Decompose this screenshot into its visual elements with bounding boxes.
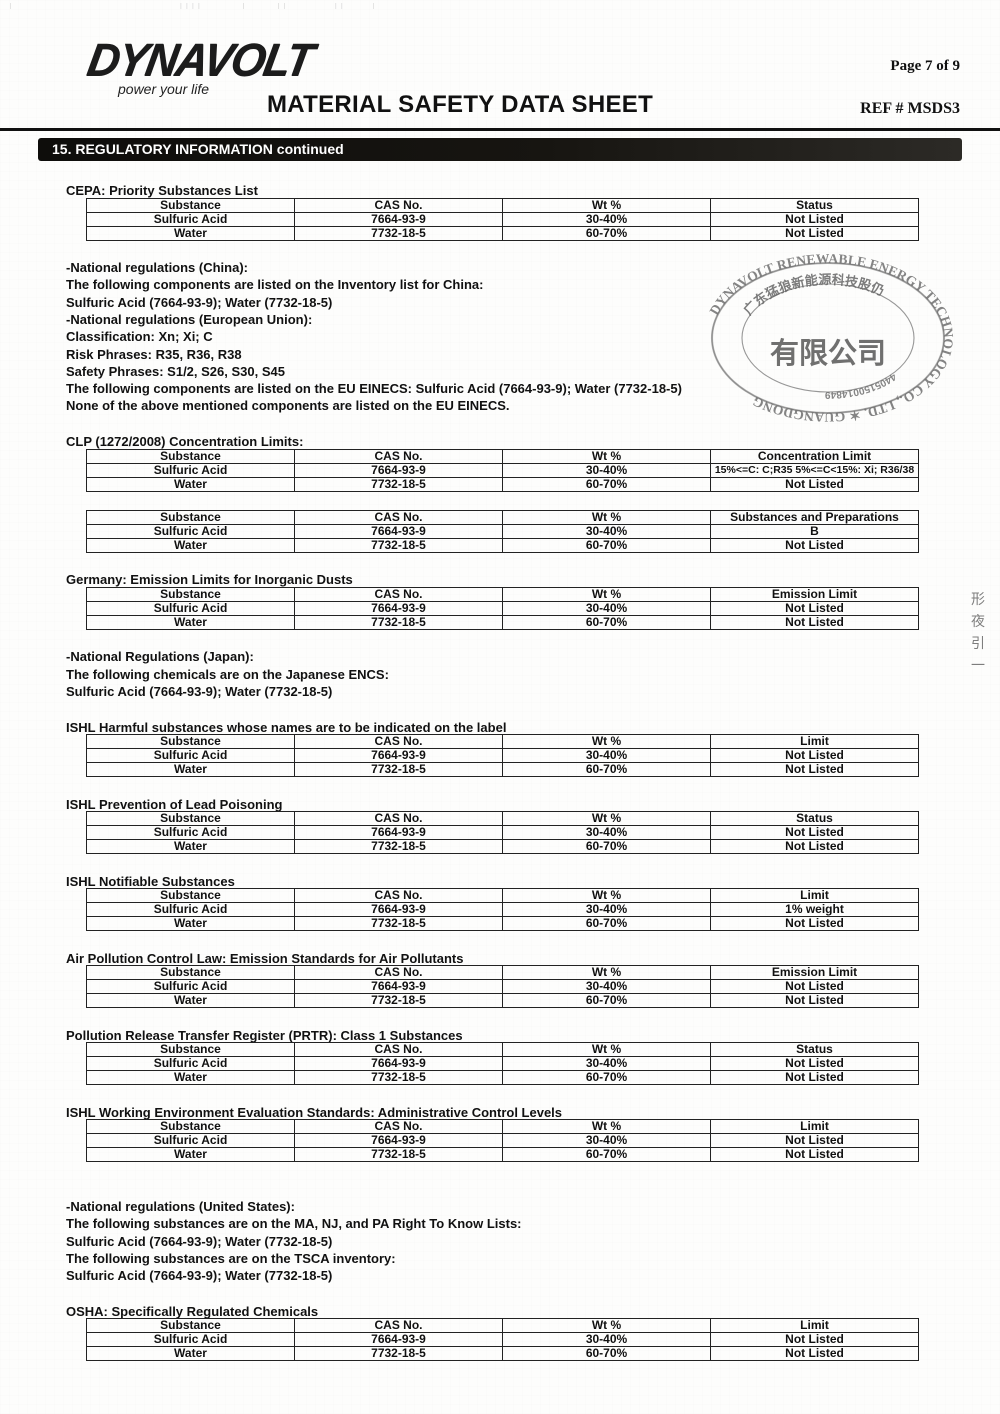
svg-text:4405150014849: 4405150014849 [824, 371, 898, 400]
svg-text:有限公司: 有限公司 [770, 337, 886, 370]
